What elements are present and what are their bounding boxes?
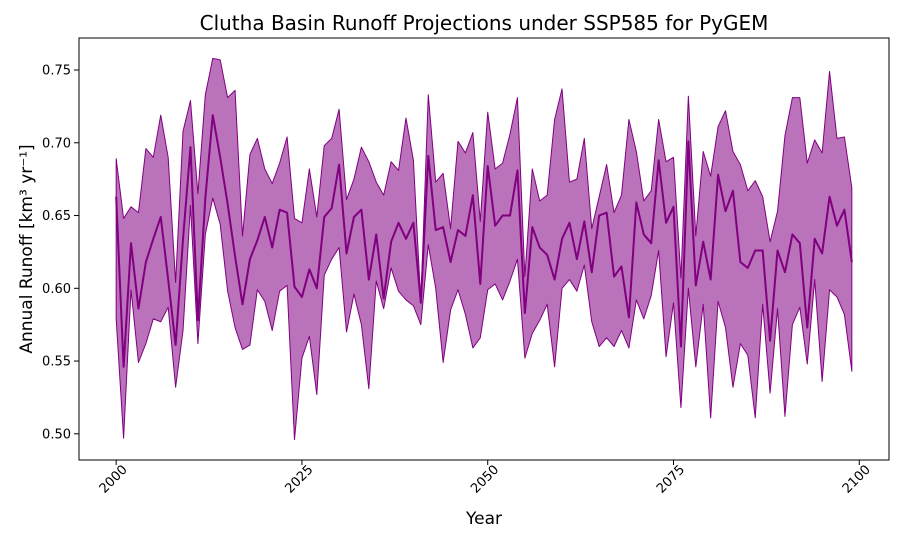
- x-tick-label: 2100: [840, 463, 874, 497]
- x-axis: 2000 2025 2050 2075 2100: [97, 460, 874, 497]
- range-band: [115, 57, 853, 441]
- y-axis: 0.50 0.55 0.60 0.65 0.70 0.75: [42, 64, 79, 442]
- x-axis-label: Year: [465, 509, 502, 529]
- x-tick-label: 2000: [97, 463, 131, 497]
- plot-area: [115, 57, 853, 441]
- y-tick-label: 0.75: [42, 64, 71, 79]
- y-tick-label: 0.65: [42, 209, 71, 224]
- y-axis-label: Annual Runoff [km³ yr⁻¹]: [17, 144, 37, 353]
- runoff-line: [115, 114, 853, 368]
- axes-frame: [78, 37, 890, 461]
- y-tick-label: 0.50: [42, 427, 71, 442]
- x-tick-label: 2025: [282, 463, 316, 497]
- y-tick-label: 0.60: [42, 282, 71, 297]
- chart-title: Clutha Basin Runoff Projections under SS…: [200, 11, 769, 35]
- x-tick-label: 2050: [468, 463, 502, 497]
- x-tick-label: 2075: [654, 463, 688, 497]
- y-tick-label: 0.70: [42, 136, 71, 151]
- y-tick-label: 0.55: [42, 355, 71, 370]
